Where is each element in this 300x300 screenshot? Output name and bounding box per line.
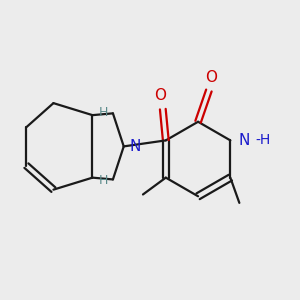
Text: H: H bbox=[98, 174, 108, 187]
Text: O: O bbox=[154, 88, 166, 103]
Text: -H: -H bbox=[256, 134, 271, 147]
Text: N: N bbox=[238, 133, 250, 148]
Text: O: O bbox=[205, 70, 217, 85]
Text: N: N bbox=[130, 139, 141, 154]
Text: H: H bbox=[98, 106, 108, 118]
